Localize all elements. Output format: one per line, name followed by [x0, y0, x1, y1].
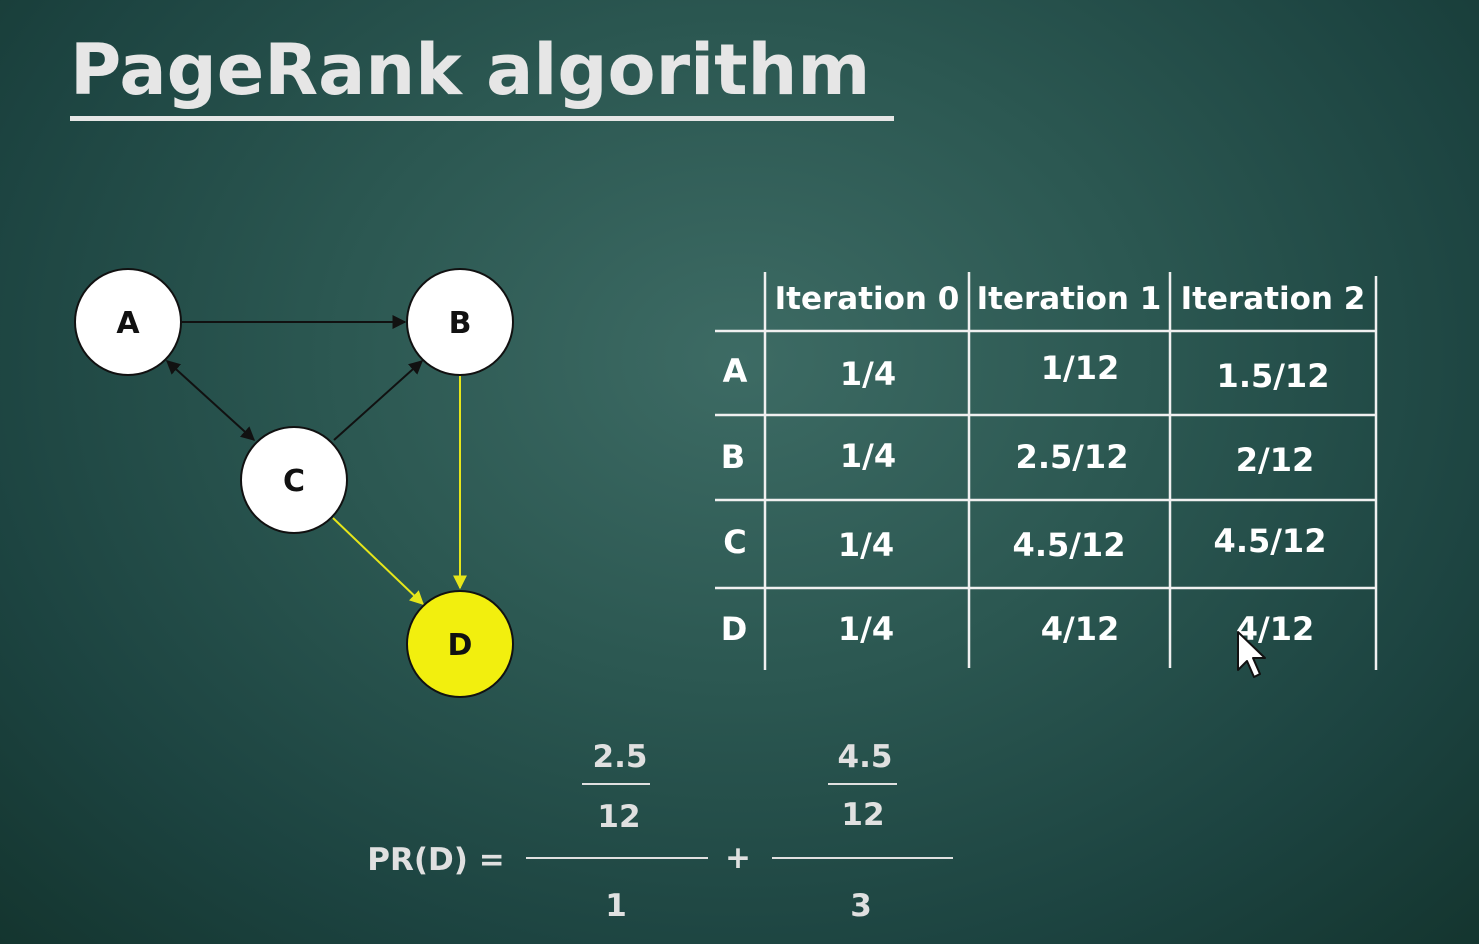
mouse-cursor-icon: [1237, 631, 1266, 678]
cell-a-iter0: 1/4: [840, 355, 896, 393]
graph-node-c: C: [240, 426, 348, 534]
cell-c-iter2: 4.5/12: [1214, 522, 1327, 560]
table-header-iteration-1: Iteration 1: [977, 281, 1162, 317]
table-row: D 1/4 4/12 4/12: [721, 610, 1315, 648]
graph-node-b: B: [406, 268, 514, 376]
cell-b-iter0: 1/4: [840, 437, 896, 475]
cell-b-iter2: 2/12: [1236, 441, 1314, 479]
row-label-c: C: [723, 523, 746, 561]
edge-c-to-d: [332, 517, 425, 605]
node-label-a: A: [116, 306, 140, 341]
term1-denominator: 1: [605, 888, 627, 924]
table-header-iteration-0: Iteration 0: [775, 281, 960, 317]
edge-a-c-bidirectional: [165, 360, 256, 441]
node-label-b: B: [449, 306, 472, 341]
page-title: PageRank algorithm: [70, 29, 871, 111]
graph-node-d: D: [406, 590, 514, 698]
graph-edges: [165, 315, 467, 605]
edge-c-to-b: [333, 360, 424, 441]
node-label-d: D: [448, 628, 473, 663]
cell-b-iter1: 2.5/12: [1016, 438, 1129, 476]
node-label-c: C: [283, 464, 305, 499]
row-label-b: B: [721, 438, 745, 476]
term1-inner-denominator: 12: [597, 799, 640, 835]
cell-d-iter1: 4/12: [1041, 610, 1119, 648]
table-row: C 1/4 4.5/12 4.5/12: [723, 522, 1326, 564]
term2-inner-numerator: 4.5: [838, 739, 893, 775]
table-grid: [715, 272, 1378, 670]
cell-c-iter0: 1/4: [838, 526, 894, 564]
cell-d-iter0: 1/4: [838, 610, 894, 648]
table-row: A 1/4 1/12 1.5/12: [723, 349, 1330, 395]
formula-lhs: PR(D) =: [367, 842, 504, 878]
term2-denominator: 3: [850, 888, 872, 924]
table-header-iteration-2: Iteration 2: [1181, 281, 1366, 317]
row-label-d: D: [721, 610, 748, 648]
graph-node-a: A: [74, 268, 182, 376]
table-row: B 1/4 2.5/12 2/12: [721, 437, 1314, 479]
formula-plus: +: [725, 840, 751, 876]
cell-c-iter1: 4.5/12: [1013, 526, 1126, 564]
row-label-a: A: [723, 352, 748, 390]
pagerank-formula: PR(D) = 2.5 12 1 + 4.5 12 3: [367, 739, 953, 924]
term2-inner-denominator: 12: [841, 797, 884, 833]
iteration-table: Iteration 0 Iteration 1 Iteration 2 A 1/…: [715, 272, 1378, 670]
title-underline: [70, 116, 894, 121]
cell-a-iter1: 1/12: [1041, 349, 1119, 387]
cell-a-iter2: 1.5/12: [1217, 357, 1330, 395]
term1-inner-numerator: 2.5: [593, 739, 648, 775]
